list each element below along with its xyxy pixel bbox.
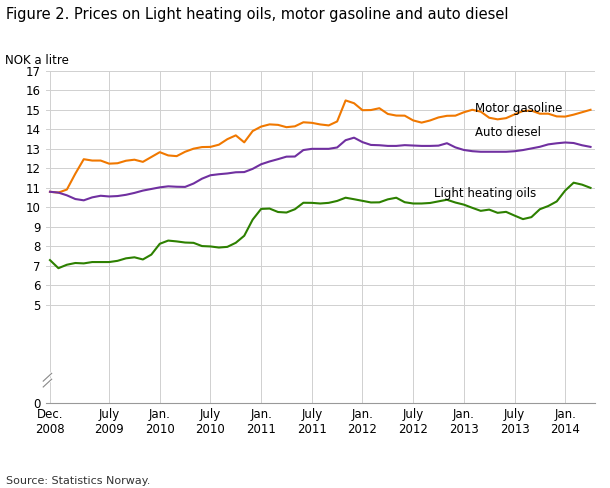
Text: Light heating oils: Light heating oils [434, 187, 537, 200]
Text: Motor gasoline: Motor gasoline [475, 102, 563, 115]
Text: Source: Statistics Norway.: Source: Statistics Norway. [6, 476, 151, 486]
Text: Auto diesel: Auto diesel [475, 126, 542, 139]
Text: NOK a litre: NOK a litre [5, 55, 68, 67]
Text: Figure 2. Prices on Light heating oils, motor gasoline and auto diesel: Figure 2. Prices on Light heating oils, … [6, 7, 509, 22]
